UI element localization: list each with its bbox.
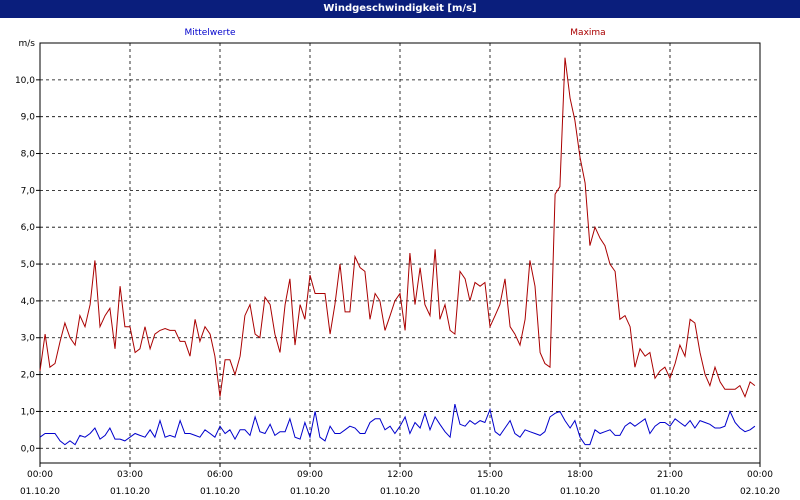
y-tick-label: 10,0 (15, 76, 35, 86)
x-tick-date-label: 01.10.20 (650, 487, 690, 497)
axes: 0,0 1,0 2,0 3,0 4,0 5,0 6,0 7,0 8,0 9,0 10,0 m/s 00:… (15, 39, 780, 497)
legend-entry-maxima: Maxima (570, 28, 605, 38)
y-tick-label: 4,0 (21, 297, 36, 307)
legend-entry-mittelwerte: Mittelwerte (184, 28, 235, 38)
x-tick-date-label: 02.10.20 (740, 487, 780, 497)
wind-speed-chart: 0,0 1,0 2,0 3,0 4,0 5,0 6,0 7,0 8,0 9,0 10,0 m/s 00:… (15, 28, 780, 497)
series-layer (39, 57, 756, 446)
x-tick-date-label: 01.10.20 (290, 487, 330, 497)
series-line-maxima (39, 57, 756, 399)
x-tick-time-label: 09:00 (297, 470, 323, 480)
x-tick-date-label: 01.10.20 (470, 487, 510, 497)
y-tick-label: 5,0 (21, 260, 36, 270)
y-tick-label: 1,0 (21, 407, 36, 417)
x-tick-time-label: 06:00 (207, 470, 233, 480)
window-title: Windgeschwindigkeit [m/s] (323, 3, 477, 14)
x-tick-date-label: 01.10.20 (20, 487, 60, 497)
x-tick-time-label: 21:00 (657, 470, 683, 480)
series-line-mittelwerte (39, 403, 756, 446)
x-tick-time-label: 00:00 (27, 470, 53, 480)
x-tick-time-label: 18:00 (567, 470, 593, 480)
legend: Mittelwerte Maxima (184, 28, 605, 38)
x-tick-date-label: 01.10.20 (380, 487, 420, 497)
y-axis-label: m/s (19, 39, 36, 49)
y-tick-label: 8,0 (21, 150, 36, 160)
x-tick-date-label: 01.10.20 (200, 487, 240, 497)
y-tick-label: 9,0 (21, 113, 36, 123)
chart-title-bar: Windgeschwindigkeit [m/s] (0, 0, 800, 18)
x-tick-time-label: 12:00 (387, 470, 413, 480)
y-tick-label: 2,0 (21, 371, 36, 381)
x-tick-time-label: 03:00 (117, 470, 143, 480)
y-tick-label: 0,0 (21, 444, 36, 454)
grid (40, 43, 760, 463)
x-tick-time-label: 00:00 (747, 470, 773, 480)
x-tick-time-label: 15:00 (477, 470, 503, 480)
y-tick-label: 6,0 (21, 223, 36, 233)
y-tick-label: 7,0 (21, 186, 36, 196)
x-tick-date-label: 01.10.20 (560, 487, 600, 497)
y-tick-label: 3,0 (21, 334, 36, 344)
x-tick-date-label: 01.10.20 (110, 487, 150, 497)
